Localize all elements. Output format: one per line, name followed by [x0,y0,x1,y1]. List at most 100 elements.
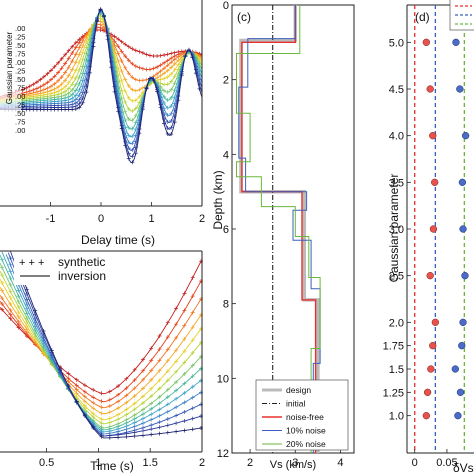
panel-d-point-red [429,342,437,350]
panel-d-points [422,38,470,420]
panel-c-y-tick-label: 12 [217,448,229,460]
panel-a-legend: .00.25.50.75.00.25.50.75.00.25.50.75.00 [0,22,25,140]
panel-c-legend-label: 20% noise [286,439,326,449]
panel-d-point-blue [461,272,469,280]
panel-a-legend-value: .75 [15,118,25,127]
panel-d-y-tick-label: 1.5 [389,364,404,376]
panel-a-x-tick-label: 0 [98,213,104,225]
panel-a-legend-value: .00 [15,24,25,33]
panel-b-series-line [0,278,202,421]
panel-b-x-tick-label: 0.5 [39,457,54,469]
panel-a-x-tick-label: -1 [46,213,56,225]
panel-c-x-tick-label: 3 [292,457,298,469]
panel-b-legend-marker: + + + [19,257,44,269]
panel-c-legend-label: 10% noise [286,426,326,436]
panel-d-point-red [429,225,438,233]
panel-d-y-tick-label: 4.5 [389,84,404,96]
panel-c-legend: design initial noise-free 10% noise 20% nois… [255,379,349,451]
panel-a-series-line [0,9,203,158]
panel-c-ticks: 0 2 4 6 8 10 12 2 3 4 [217,0,344,469]
panel-c-y-tick-label: 6 [223,224,229,236]
panel-c-legend-box [255,379,349,451]
panel-d-point-red [431,318,439,326]
panel-a-legend-value: .50 [15,75,25,84]
panel-a-legend-title: Gaussian parameter [5,31,14,104]
panel-d-y-tick-label: 3.5 [389,177,404,189]
panel-d-velocity-error: 1.0 1.25 1.5 1.75 2.0 2.5 3.0 3.5 4.0 4.5 5.0 0 0.05… [383,0,474,474]
panel-d-point-blue [456,388,465,396]
panel-c-y-tick-label: 8 [223,299,229,311]
panel-d-point-blue [456,85,464,93]
panel-a-x-tick-label: 2 [199,213,205,225]
panel-a-series-line [0,23,203,100]
panel-c-y-tick-label: 2 [223,75,229,87]
panel-a-xlabel: Delay time (s) [81,233,155,247]
panel-d-y-tick-label: 1.75 [383,341,404,353]
panel-b-series [0,250,203,440]
panel-a-legend-value: .50 [15,109,25,118]
panel-d-point-red [426,272,434,280]
panel-a-series [0,7,203,165]
panel-b-xlabel: Time (s) [90,459,134,473]
panel-a-legend-box [0,22,21,140]
panel-c-ylabel: Depth (km) [211,170,225,229]
panel-a-legend-value: .50 [15,41,25,50]
panel-b-x-tick-label: 1.5 [143,457,158,469]
panel-a-legend-value: .75 [15,50,25,59]
panel-c-x-tick-label: 2 [247,457,253,469]
panel-b-series-line [5,254,202,435]
panel-d-y-tick-label: 3.0 [389,224,404,236]
panel-b-series-line [0,280,202,403]
panel-d-x-tick-label: 0 [412,457,418,469]
panel-c-xlabel: Vs (km/s) [270,459,316,471]
panel-b-legend-label: inversion [58,269,106,283]
panel-b-x-tick-label: 2 [199,457,205,469]
panel-d-point-red [422,38,430,46]
panel-d-reference-lines [414,5,465,453]
panel-d-x-tick-label: 0.05 [436,457,457,469]
panel-d-point-red [422,412,430,420]
panel-d-point-red [431,178,439,186]
panel-c-velocity-profiles: 0 2 4 6 8 10 12 2 3 4 (c) Depth (km) Vs (km/s) de… [211,0,355,471]
panel-c-y-tick-label: 10 [217,373,229,385]
panel-d-y-tick-label: 2.0 [389,317,404,329]
panel-a-legend-value: .25 [15,67,25,76]
panel-a-x-tick-label: 1 [148,213,154,225]
panel-b-legend-label: synthetic [58,255,105,269]
panel-d-point-red [427,365,435,373]
panel-d-point-blue [459,318,467,326]
panel-d-point-blue [454,412,462,420]
panel-d-point-red [429,132,437,140]
panel-c-y-tick-label: 4 [223,149,229,161]
panel-a-legend-value: .00 [15,92,25,101]
panel-d-legend-stub [449,0,474,31]
panel-c-y-tick-label: 0 [223,0,229,12]
panel-b-misfit-curves: 0.5 1 1.5 2 Time (s) + + + syntheticinversio… [0,250,205,473]
panel-c-series [236,5,321,453]
panel-d-label: (d) [415,10,430,24]
panel-a-receiver-functions: -1 0 1 2 Delay time (s) .00.25.50.75.00.25.… [0,0,205,247]
panel-a-series-line [0,10,203,145]
panel-b-series-line [14,255,202,439]
panel-d-xlabel: δVs (k [453,461,474,474]
panel-d-point-blue [451,365,459,373]
panel-c-profile-20-noise [236,5,321,453]
panel-b-series-markers [8,262,203,436]
panel-d-point-blue [458,178,467,186]
panel-d-point-red [426,85,434,93]
panel-b-x-tick-label: 1 [95,457,101,469]
panel-d-point-blue [458,342,466,350]
panel-b-x-ticks: 0.5 1 1.5 2 [39,448,205,469]
panel-a-legend-value: .00 [15,58,25,67]
panel-d-point-blue [452,38,460,46]
panel-a-legend-value: .00 [15,126,25,135]
panel-c-legend-label: design [286,385,311,395]
panel-a-legend-value: .25 [15,33,25,42]
panel-d-y-tick-label: 2.5 [389,271,404,283]
panel-d-point-blue [461,132,470,140]
panel-a-series-markers [3,28,202,98]
panel-a-legend-value: .75 [15,84,25,93]
panel-b-legend-box [14,253,134,285]
